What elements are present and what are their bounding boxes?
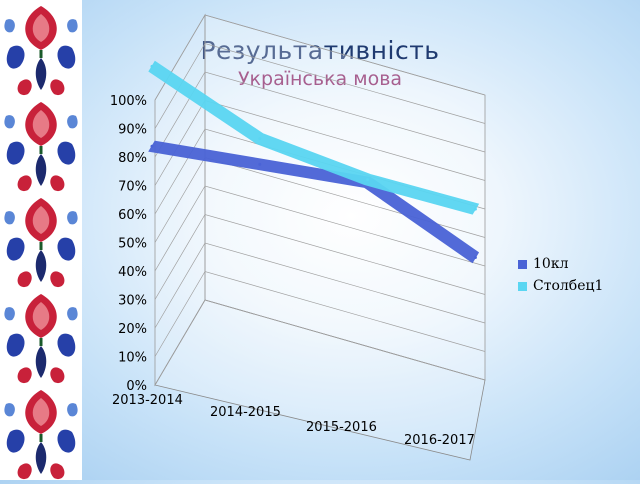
y-tick-label: 70%: [118, 180, 147, 195]
x-tick-label: 2014-2015: [210, 405, 281, 420]
x-tick-label: 2015-2016: [306, 420, 377, 435]
series-ribbon-1: [148, 140, 480, 264]
chart-subtitle: Українська мова: [0, 68, 640, 90]
y-tick-label: 100%: [110, 94, 147, 109]
gridline: [154, 43, 486, 129]
y-tick-label: 60%: [118, 208, 147, 223]
data-point: [473, 256, 477, 260]
series-ribbon-2: [148, 60, 480, 215]
data-point: [150, 144, 154, 148]
legend-swatch: [518, 259, 527, 269]
gridline: [154, 299, 486, 386]
chart-legend: 10кл Столбец1: [518, 253, 603, 297]
gridline: [154, 71, 486, 158]
data-point: [258, 137, 262, 141]
y-tick-label: 10%: [118, 351, 147, 366]
folk-ornament-border: [0, 0, 82, 480]
y-tick-label: 50%: [118, 237, 147, 252]
y-tick-label: 20%: [118, 322, 147, 337]
chart-gridlines: [154, 14, 486, 386]
x-tick-label: 2016-2017: [404, 433, 475, 448]
y-tick-label: 40%: [118, 265, 147, 280]
data-point: [258, 162, 262, 166]
legend-item: 10кл: [518, 253, 603, 275]
y-tick-label: 0%: [126, 379, 147, 394]
x-tick-label: 2013-2014: [112, 393, 183, 408]
x-axis-ticks: 2013-2014 2014-2015 2015-2016 2016-2017: [112, 393, 475, 448]
gridline: [154, 242, 486, 329]
legend-item: Столбец1: [518, 275, 603, 297]
gridline: [154, 214, 486, 300]
legend-label: Столбец1: [533, 278, 604, 294]
data-point: [150, 64, 154, 68]
legend-label: 10кл: [533, 256, 569, 272]
data-point: [366, 178, 370, 182]
slide-title: Результативність: [0, 36, 640, 65]
gridline: [154, 271, 486, 357]
y-tick-label: 80%: [118, 151, 147, 166]
y-tick-label: 90%: [118, 123, 147, 138]
chart-series: [148, 60, 480, 264]
ornament-drawing: [0, 0, 82, 480]
y-tick-label: 30%: [118, 294, 147, 309]
legend-swatch: [518, 281, 527, 291]
chart-walls: [154, 13, 486, 461]
gridline: [154, 14, 486, 101]
gridline: [154, 185, 486, 272]
y-axis-ticks: 0% 10% 20% 30% 40% 50% 60% 70% 80% 90% 100%: [110, 94, 147, 394]
data-point: [473, 207, 477, 211]
